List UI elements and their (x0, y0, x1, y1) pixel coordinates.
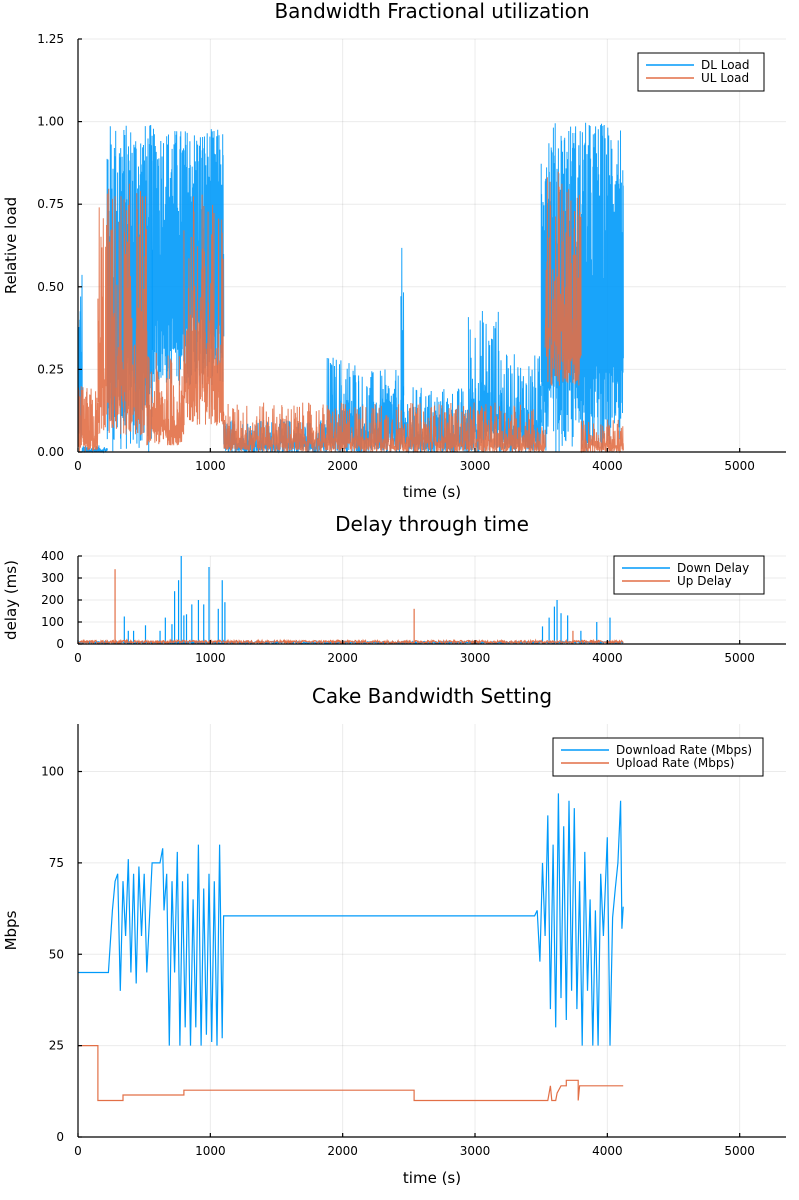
y-tick-label: 100 (41, 615, 64, 629)
legend-box (552, 737, 764, 777)
y-tick-label: 1.00 (37, 115, 64, 129)
legend-label: Up Delay (677, 574, 732, 588)
series-line-segment (534, 427, 546, 452)
chart-panel-1: Delay through time 0 1000 2000 3000 4000 5000 0… (2, 512, 786, 665)
x-tick-label: 2000 (327, 459, 358, 473)
series-line-segment (81, 445, 108, 454)
y-tick-label: 0.25 (37, 362, 64, 376)
legend-box (613, 555, 765, 595)
y-axis-label: Relative load (2, 197, 20, 294)
y-tick-label: 1.25 (37, 32, 64, 46)
series-download-rate-mbps- (78, 793, 624, 1046)
x-tick-label: 0 (74, 1144, 82, 1158)
series-line-segment (544, 171, 582, 386)
series-ul-load (77, 171, 624, 454)
x-tick-label: 0 (74, 459, 82, 473)
x-tick-label: 3000 (460, 1144, 491, 1158)
series-baseline (78, 638, 624, 646)
x-tick-label: 4000 (592, 459, 623, 473)
y-tick-label: 75 (49, 856, 64, 870)
y-tick-label: 25 (49, 1039, 64, 1053)
series-line-segment (77, 386, 99, 452)
x-tick-label: 1000 (195, 651, 226, 665)
series-line (78, 1045, 624, 1102)
x-tick-label: 5000 (724, 1144, 755, 1158)
series-line (78, 793, 624, 1046)
legend-label: Download Rate (Mbps) (616, 743, 752, 757)
y-tick-label: 0 (56, 637, 64, 651)
chart-title: Cake Bandwidth Setting (312, 684, 552, 708)
series-line-segment (223, 402, 536, 454)
y-tick-label: 300 (41, 571, 64, 585)
plot-area (78, 793, 624, 1102)
x-tick-label: 5000 (724, 651, 755, 665)
plot-area (77, 122, 624, 454)
y-tick-label: 0.75 (37, 197, 64, 211)
x-tick-label: 3000 (460, 459, 491, 473)
series-line-segment (580, 419, 624, 454)
x-tick-label: 4000 (592, 651, 623, 665)
y-axis-label: Mbps (2, 910, 20, 950)
x-tick-label: 2000 (327, 1144, 358, 1158)
chart-title: Delay through time (335, 512, 529, 536)
x-tick-label: 4000 (592, 1144, 623, 1158)
x-tick-label: 0 (74, 651, 82, 665)
legend: Download Rate (Mbps)Upload Rate (Mbps) (552, 737, 764, 777)
series-line-segment (183, 194, 225, 426)
x-tick-label: 5000 (724, 459, 755, 473)
x-tick-label: 3000 (460, 651, 491, 665)
legend-label: Upload Rate (Mbps) (616, 756, 734, 770)
x-axis-label: time (s) (403, 483, 461, 501)
legend-label: DL Load (701, 58, 750, 72)
y-tick-label: 0.50 (37, 280, 64, 294)
x-tick-label: 1000 (195, 1144, 226, 1158)
y-tick-label: 200 (41, 593, 64, 607)
chart-panel-0: Bandwidth Fractional utilization 0 1000 200… (2, 0, 786, 501)
legend-box (637, 52, 765, 92)
series-line-segment (97, 183, 148, 436)
series-line-segment (501, 354, 542, 453)
y-tick-label: 0 (56, 1130, 64, 1144)
y-tick-label: 50 (49, 947, 64, 961)
series-line-segment (146, 352, 185, 446)
y-axis-label: delay (ms) (2, 560, 20, 640)
x-tick-label: 2000 (327, 651, 358, 665)
x-tick-label: 1000 (195, 459, 226, 473)
series-upload-rate-mbps- (78, 1045, 624, 1102)
y-tick-label: 100 (41, 765, 64, 779)
chart-title: Bandwidth Fractional utilization (274, 0, 589, 23)
y-tick-label: 400 (41, 549, 64, 563)
legend-label: Down Delay (677, 561, 749, 575)
y-tick-label: 0.00 (37, 445, 64, 459)
series-up-delay (78, 569, 624, 646)
plot-area (77, 556, 624, 646)
legend-label: UL Load (701, 71, 749, 85)
x-axis-label: time (s) (403, 1169, 461, 1187)
series-line-segment (540, 122, 624, 452)
